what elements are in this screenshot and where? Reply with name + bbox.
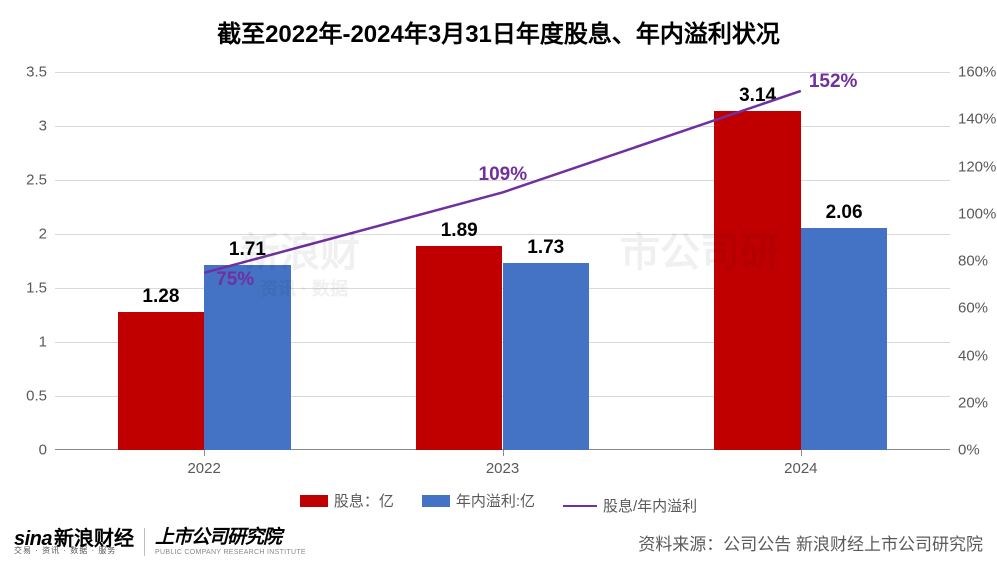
legend-swatch	[422, 495, 450, 507]
line-value-label: 75%	[216, 269, 254, 291]
y-right-tick-label: 100%	[958, 205, 996, 222]
y-left-tick-label: 1	[39, 334, 47, 351]
y-right-tick-label: 80%	[958, 253, 988, 270]
x-tick-label: 2022	[187, 460, 220, 477]
legend-line-icon	[563, 505, 597, 507]
y-left-tick-label: 1.5	[26, 280, 47, 297]
line-value-label: 109%	[479, 164, 528, 186]
institute-logo: 上市公司研究院 PUBLIC COMPANY RESEARCH INSTITUT…	[155, 528, 306, 556]
x-tick	[801, 450, 802, 456]
legend-label: 年内溢利:亿	[456, 490, 535, 511]
institute-cn: 上市公司研究院	[155, 528, 306, 547]
y-left-tick-label: 3.5	[26, 64, 47, 81]
bar-value-label: 1.71	[229, 239, 266, 261]
y-right-tick-label: 20%	[958, 394, 988, 411]
y-right-tick-label: 60%	[958, 300, 988, 317]
footer-divider	[144, 528, 145, 556]
legend-label: 股息/年内溢利	[603, 495, 697, 516]
bar-value-label: 3.14	[739, 85, 776, 107]
legend: 股息：亿 年内溢利:亿 股息/年内溢利	[0, 490, 997, 516]
legend-item: 年内溢利:亿	[422, 490, 535, 511]
y-right-tick-label: 40%	[958, 347, 988, 364]
y-left-tick-label: 0.5	[26, 388, 47, 405]
bar	[416, 246, 503, 450]
legend-item: 股息/年内溢利	[563, 495, 697, 516]
bar	[503, 263, 590, 450]
bar-value-label: 1.28	[142, 286, 179, 308]
y-left-tick-label: 2	[39, 226, 47, 243]
x-tick	[503, 450, 504, 456]
bar-value-label: 1.73	[527, 237, 564, 259]
bar	[714, 111, 801, 450]
sina-logo: sina 新浪财经 交易 · 资讯 · 数据 · 服务	[14, 529, 134, 555]
x-tick-label: 2023	[486, 460, 519, 477]
y-right-tick-label: 160%	[958, 64, 996, 81]
y-right-tick-label: 0%	[958, 442, 980, 459]
sina-logo-sub: 交易 · 资讯 · 数据 · 服务	[14, 547, 116, 555]
bar	[801, 228, 888, 450]
footer: sina 新浪财经 交易 · 资讯 · 数据 · 服务 上市公司研究院 PUBL…	[0, 525, 997, 563]
legend-label: 股息：亿	[334, 490, 394, 511]
legend-swatch	[300, 495, 328, 507]
y-left-tick-label: 3	[39, 118, 47, 135]
y-left-tick-label: 0	[39, 442, 47, 459]
line-value-label: 152%	[809, 71, 858, 93]
x-tick-label: 2024	[784, 460, 817, 477]
plot-area: 00.511.522.533.50%20%40%60%80%100%120%14…	[55, 72, 950, 450]
institute-en: PUBLIC COMPANY RESEARCH INSTITUTE	[155, 549, 306, 556]
chart-area: 00.511.522.533.50%20%40%60%80%100%120%14…	[55, 72, 950, 450]
x-tick	[204, 450, 205, 456]
chart-title: 截至2022年-2024年3月31日年度股息、年内溢利状况	[0, 14, 997, 49]
bar	[118, 312, 205, 450]
gridline	[55, 126, 950, 127]
y-right-tick-label: 120%	[958, 158, 996, 175]
footer-left: sina 新浪财经 交易 · 资讯 · 数据 · 服务 上市公司研究院 PUBL…	[14, 528, 306, 556]
y-left-tick-label: 2.5	[26, 172, 47, 189]
legend-item: 股息：亿	[300, 490, 394, 511]
source-label: 资料来源：公司公告 新浪财经上市公司研究院	[638, 530, 983, 555]
bar-value-label: 1.89	[441, 220, 478, 242]
bar-value-label: 2.06	[826, 202, 863, 224]
y-right-tick-label: 140%	[958, 111, 996, 128]
bar	[204, 265, 291, 450]
